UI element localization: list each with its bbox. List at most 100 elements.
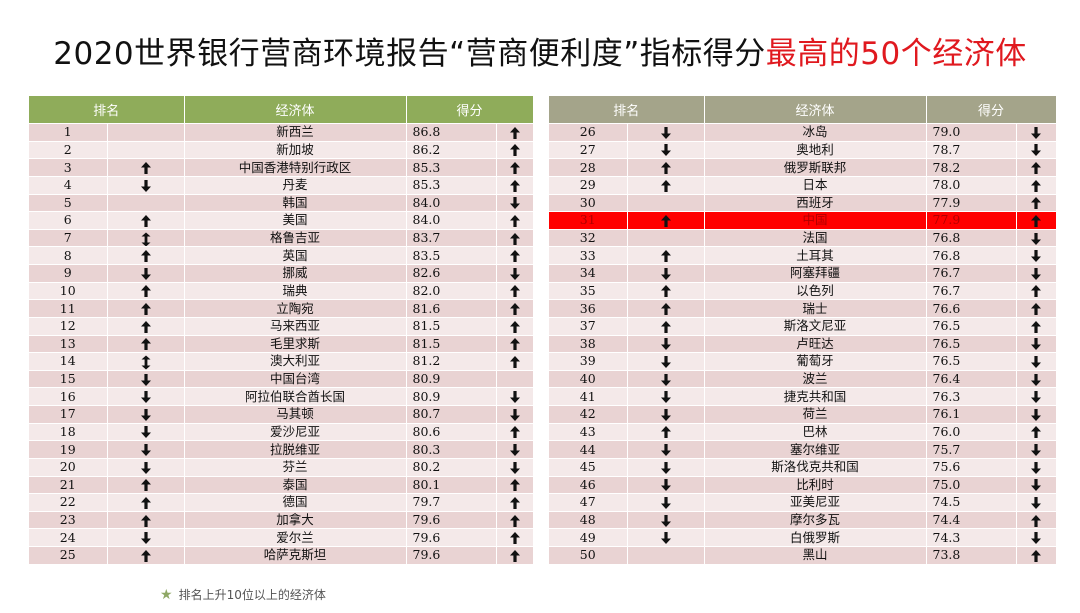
arrow-down-icon: [660, 443, 672, 457]
score-trend-cell: [496, 422, 534, 441]
score-trend-cell: [496, 246, 534, 265]
score-cell: 80.2: [406, 457, 497, 476]
rank-cell: 6: [29, 211, 108, 230]
score-cell: 76.5: [926, 316, 1017, 335]
score-cell: 79.6: [406, 510, 497, 529]
economy-cell: 奥地利: [704, 140, 927, 159]
economy-cell: 俄罗斯联邦: [704, 158, 927, 177]
arrow-up-icon: [509, 126, 521, 140]
rank-cell: 35: [549, 281, 628, 300]
arrow-down-icon: [660, 408, 672, 422]
economy-cell: 新西兰: [184, 123, 407, 142]
score-cell: 85.3: [406, 158, 497, 177]
rank-change-cell: [627, 316, 705, 335]
table-row: 49 白俄罗斯 74.3: [549, 528, 1057, 547]
table-row: 44 塞尔维亚 75.7: [549, 440, 1057, 459]
economy-cell: 巴林: [704, 422, 927, 441]
score-cell: 76.7: [926, 281, 1017, 300]
score-trend-cell: [496, 228, 534, 247]
score-cell: 73.8: [926, 545, 1017, 564]
table-row: 42 荷兰 76.1: [549, 405, 1057, 424]
table-row: 41 捷克共和国 76.3: [549, 387, 1057, 406]
score-cell: 75.0: [926, 475, 1017, 494]
arrow-up-icon: [509, 531, 521, 545]
arrow-up-icon: [1030, 549, 1042, 563]
arrow-up-icon: [660, 284, 672, 298]
ranking-table-right: 排名 经济体 得分 26 冰岛 79.0 27 奥地利 78.7 28 俄罗斯联邦 78.2 29…: [549, 96, 1057, 564]
rank-cell: 33: [549, 246, 628, 265]
rank-cell: 20: [29, 457, 108, 476]
economy-cell: 比利时: [704, 475, 927, 494]
rank-cell: 8: [29, 246, 108, 265]
arrow-down-icon: [660, 531, 672, 545]
arrow-up-icon: [140, 302, 152, 316]
rank-cell: 19: [29, 440, 108, 459]
rank-cell: 23: [29, 510, 108, 529]
score-trend-cell: [1016, 369, 1057, 388]
score-trend-cell: [1016, 545, 1057, 564]
economy-cell: 斯洛文尼亚: [704, 316, 927, 335]
score-trend-cell: [1016, 493, 1057, 512]
arrow-updown-icon: [140, 355, 152, 370]
economy-cell: 新加坡: [184, 140, 407, 159]
rank-change-cell: [107, 475, 185, 494]
table-row: 12 马来西亚 81.5: [29, 316, 534, 335]
arrow-down-icon: [1030, 249, 1042, 263]
score-cell: 74.4: [926, 510, 1017, 529]
rank-cell: 22: [29, 493, 108, 512]
score-trend-cell: [1016, 175, 1057, 194]
economy-cell: 丹麦: [184, 175, 407, 194]
economy-cell: 荷兰: [704, 405, 927, 424]
ranking-table-left: 排名 经济体 得分 1 新西兰 86.8 2 新加坡 86.2 3 中国香港特别行政区 85.3…: [29, 96, 534, 564]
arrow-down-icon: [140, 425, 152, 439]
score-trend-cell: [1016, 158, 1057, 177]
rank-change-cell: [627, 299, 705, 318]
arrow-down-icon: [140, 390, 152, 404]
score-trend-cell: [1016, 352, 1057, 371]
table-row: 13 毛里求斯 81.5: [29, 334, 534, 353]
rank-cell: 15: [29, 369, 108, 388]
score-trend-cell: [496, 352, 534, 371]
score-cell: 81.6: [406, 299, 497, 318]
economy-header: 经济体: [184, 96, 407, 124]
table-header-row: 排名 经济体 得分: [549, 96, 1057, 124]
economy-cell: 阿塞拜疆: [704, 264, 927, 283]
table-row: 14 澳大利亚 81.2: [29, 352, 534, 371]
rank-header: 排名: [29, 96, 185, 124]
rank-change-cell: [627, 545, 705, 564]
economy-cell: 瑞士: [704, 299, 927, 318]
rank-change-cell: [627, 123, 705, 142]
score-cell: 76.8: [926, 228, 1017, 247]
score-trend-cell: [496, 211, 534, 230]
rank-cell: 46: [549, 475, 628, 494]
economy-cell: 美国: [184, 211, 407, 230]
table-row: 17 马其顿 80.7: [29, 405, 534, 424]
arrow-up-icon: [509, 249, 521, 263]
arrow-up-icon: [509, 355, 521, 369]
rank-change-cell: [107, 440, 185, 459]
arrow-up-icon: [140, 496, 152, 510]
arrow-down-icon: [509, 267, 521, 281]
rank-change-cell: [627, 457, 705, 476]
table-row: 25 哈萨克斯坦 79.6: [29, 545, 534, 564]
economy-cell: 捷克共和国: [704, 387, 927, 406]
rank-cell: 4: [29, 175, 108, 194]
score-trend-cell: [1016, 440, 1057, 459]
economy-cell: 马来西亚: [184, 316, 407, 335]
score-cell: 83.7: [406, 228, 497, 247]
economy-cell: 葡萄牙: [704, 352, 927, 371]
economy-cell: 中国香港特别行政区: [184, 158, 407, 177]
arrow-up-icon: [509, 284, 521, 298]
table-row: 16 阿拉伯联合酋长国 80.9: [29, 387, 534, 406]
arrow-down-icon: [1030, 355, 1042, 369]
rank-cell: 12: [29, 316, 108, 335]
arrow-up-icon: [140, 214, 152, 228]
score-cell: 76.8: [926, 246, 1017, 265]
score-cell: 74.5: [926, 493, 1017, 512]
rank-cell: 41: [549, 387, 628, 406]
arrow-up-icon: [509, 161, 521, 175]
score-cell: 76.5: [926, 334, 1017, 353]
rank-change-cell: [107, 528, 185, 547]
arrow-down-icon: [660, 496, 672, 510]
arrow-down-icon: [660, 143, 672, 157]
